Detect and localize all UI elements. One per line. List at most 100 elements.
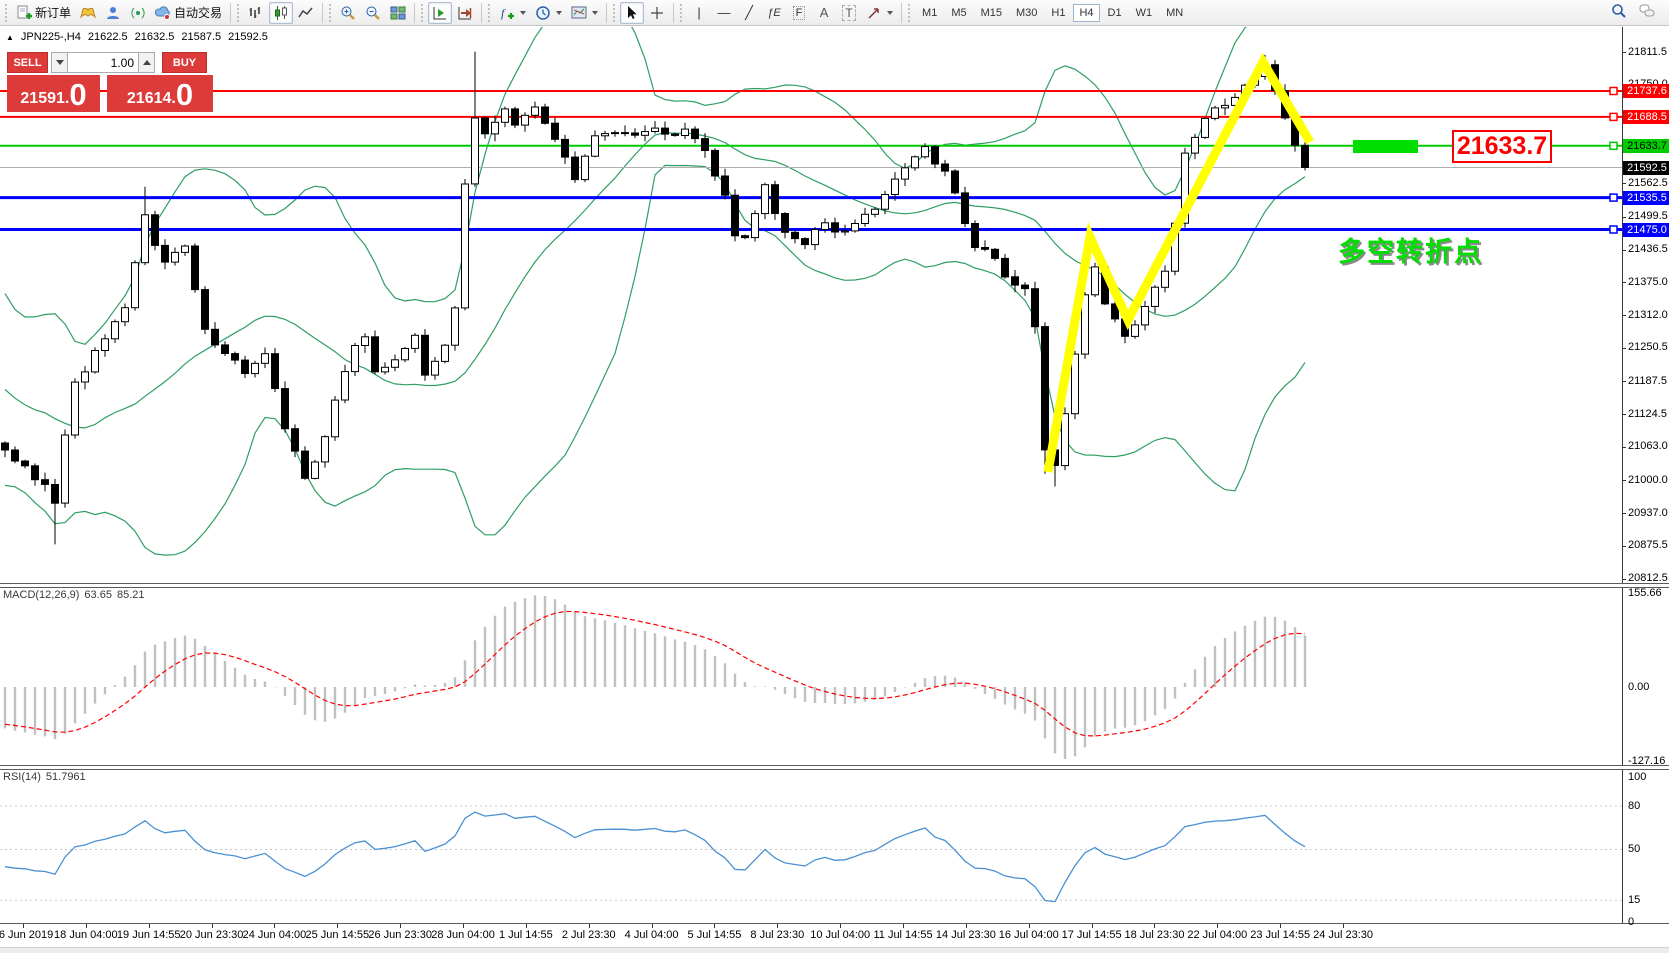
time-tick [525,924,527,928]
candle-body [1021,284,1029,290]
periods-dropdown-arrow[interactable] [556,10,563,15]
timeframe-mn[interactable]: MN [1166,6,1184,19]
candle-body [1061,413,1069,467]
cursor-tool-button[interactable] [620,1,645,24]
highlight-bar-annotation[interactable] [1353,140,1418,153]
candle-body [951,170,959,194]
rsi-line [4,811,1306,903]
arrows-tool[interactable] [862,2,897,24]
line-end-marker[interactable] [1609,112,1618,122]
buy-price-pips: 0 [175,77,194,112]
signals-button[interactable] [126,2,150,24]
timeframe-m1[interactable]: M1 [922,6,938,19]
rsi-panel[interactable] [0,768,1622,923]
volume-increase-button[interactable] [138,52,155,73]
timeframe-d1[interactable]: D1 [1107,6,1122,19]
price-tick-dash [1622,381,1626,383]
time-label: 1 Jul 14:55 [498,929,553,941]
candle-body [841,230,849,233]
arrows-dropdown-arrow[interactable] [887,10,894,15]
candle-body [281,388,289,430]
sell-price-box[interactable]: 21591. 0 [7,75,100,112]
autotrading-button[interactable]: 自动交易 [151,2,226,24]
timeframe-m30[interactable]: M30 [1016,6,1038,19]
time-tick [1280,924,1282,928]
candle-body [181,245,189,253]
time-label: 11 Jul 14:55 [873,929,933,941]
zoom-in-button[interactable] [336,2,360,24]
candle-body [911,156,919,169]
candle-body [391,359,399,368]
line-end-marker[interactable] [1609,86,1618,96]
time-tick [840,924,842,928]
candle-body [121,307,129,323]
template-button[interactable] [567,2,602,24]
zoom-out-button[interactable] [361,2,385,24]
search-icon[interactable] [1611,3,1627,19]
volume-decrease-button[interactable] [51,52,68,73]
bar-chart-icon [249,6,260,18]
buy-button[interactable]: BUY [162,52,207,73]
candle-body [1081,294,1089,355]
text-tool[interactable]: A [812,2,836,24]
candle-body [211,328,219,346]
indicators-button[interactable]: f [495,2,530,24]
autotrading-label: 自动交易 [174,6,223,20]
time-label: 4 Jul 04:00 [624,929,679,941]
template-dropdown-arrow[interactable] [592,10,599,15]
timeframe-m5[interactable]: M5 [951,6,967,19]
time-label: 20 Jun 23:30 [179,929,244,941]
price-tick: 20875.5 [1628,539,1668,552]
time-tick [1217,924,1219,928]
rsi-label: RSI(14) 51.7961 [3,771,86,783]
timeframe-m15[interactable]: M15 [980,6,1002,19]
indicators-dropdown-arrow[interactable] [520,10,527,15]
volume-input[interactable]: 1.00 [68,52,138,73]
zigzag-annotation[interactable] [1043,52,1314,473]
timeframe-h1[interactable]: H1 [1051,6,1066,19]
equidistant-channel-tool[interactable]: ƒE [762,2,786,24]
line-chart-button[interactable] [294,2,318,24]
candle-body [131,262,139,309]
timeframe-w1[interactable]: W1 [1135,6,1153,19]
line-end-marker[interactable] [1609,141,1618,151]
trendline-tool[interactable]: ╱ [737,2,761,24]
candlestick-chart-button[interactable] [269,1,294,24]
panel-separator[interactable] [0,765,1669,770]
line-end-marker[interactable] [1609,225,1618,234]
fibonacci-tool[interactable]: F [787,2,811,24]
new-order-button[interactable]: 新订单 [12,2,75,24]
timeframe-h4[interactable]: H4 [1073,3,1100,22]
market-watch-button[interactable] [76,2,100,24]
price-callout-box[interactable]: 21633.7 [1452,130,1552,163]
tile-windows-button[interactable] [386,2,410,24]
template-icon [571,6,587,18]
candle-body [1141,306,1149,326]
auto-scroll-button[interactable] [428,1,453,24]
turning-point-note[interactable]: 多空转折点 [1338,237,1483,267]
text-label-tool[interactable]: T [837,2,861,24]
horizontal-line-tool[interactable]: — [712,2,736,24]
candle-body [411,334,419,349]
candle-body [231,353,239,361]
candle-body [941,163,949,172]
buy-price-box[interactable]: 21614. 0 [107,75,213,112]
main-chart[interactable] [0,27,1622,583]
bar-chart-button[interactable] [244,2,268,24]
profile-button[interactable] [101,2,125,24]
periods-button[interactable] [531,2,566,24]
vertical-line-tool[interactable]: | [687,2,711,24]
toolbar-drag-handle[interactable] [5,3,9,22]
fibonacci-icon: F [792,5,806,20]
panel-separator[interactable] [0,583,1669,588]
candle-body [891,178,899,196]
candle-body [1091,266,1099,296]
sell-button[interactable]: SELL [7,52,48,73]
crosshair-tool-button[interactable] [645,2,669,24]
chart-shift-button[interactable] [453,2,477,24]
time-label: 18 Jul 23:30 [1124,929,1185,941]
macd-panel[interactable] [0,586,1622,765]
chat-icon[interactable] [1639,3,1655,19]
line-end-marker[interactable] [1609,193,1618,202]
